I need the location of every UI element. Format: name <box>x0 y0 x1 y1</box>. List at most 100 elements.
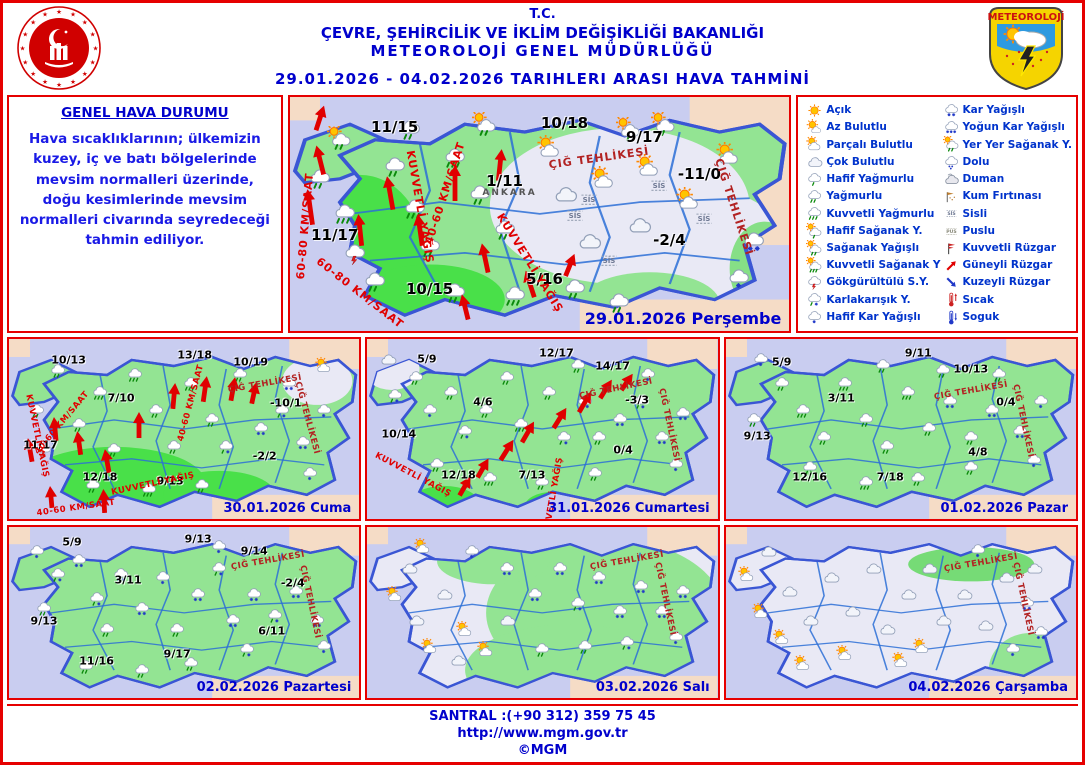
legend-label: Çok Bulutlu <box>826 155 895 168</box>
weather-icon-rain3 <box>402 196 428 222</box>
weather-icon-snow2 <box>252 420 270 438</box>
weather-icon-cloud <box>759 543 777 561</box>
weather-icon-suncloud <box>477 640 495 659</box>
hail-icon <box>943 154 960 171</box>
weather-icon-srain2 <box>471 109 498 138</box>
cold-icon <box>943 309 960 326</box>
map-date-label: 03.02.2026 Salı <box>595 680 710 696</box>
weather-icon-rain2 <box>606 290 632 316</box>
snow2-icon <box>943 102 960 119</box>
southerly-wind-arrow <box>476 242 494 274</box>
temperature-label: 9/14 <box>240 544 268 558</box>
svg-text:★: ★ <box>20 44 26 52</box>
general-weather-panel: GENEL HAVA DURUMU Hava sıcaklıklarının; … <box>7 95 283 333</box>
temperature-label: 12/18 <box>82 470 118 484</box>
weather-icon-mix <box>386 387 404 405</box>
weather-icon-rain2 <box>920 420 938 438</box>
temperature-label: -10/1 <box>269 396 302 410</box>
svg-text:★: ★ <box>82 70 88 78</box>
snow1-icon <box>806 309 823 326</box>
weather-icon-mix <box>49 566 67 584</box>
svg-text:★: ★ <box>93 44 99 52</box>
weather-icon-suncloud <box>591 165 617 192</box>
svg-text:★: ★ <box>42 11 48 19</box>
weather-icon-snow2 <box>674 583 692 601</box>
map-date-label: 01.02.2026 Pazar <box>940 500 1068 516</box>
temperature-label: 0/4 <box>996 395 1016 409</box>
weather-icon-mix <box>456 423 474 441</box>
legend-item: Hafif Sağanak Y. <box>806 222 940 240</box>
temperature-label: 10/14 <box>381 427 417 441</box>
svg-text:SİS: SİS <box>653 181 666 190</box>
legend-item: Kum Fırtınası <box>943 188 1073 205</box>
southerly-wind-arrow <box>44 485 58 509</box>
hot-icon <box>943 291 960 308</box>
turkey-map-graphic <box>9 338 360 519</box>
svg-text:METEOROLOJİ: METEOROLOJİ <box>987 9 1064 23</box>
weather-icon-suncloud <box>536 134 563 161</box>
svg-text:SİS: SİS <box>603 256 616 265</box>
weather-icon-snow1 <box>1032 393 1050 411</box>
temperature-label: 5/9 <box>62 535 82 549</box>
weather-icon-suncloud <box>892 651 910 670</box>
legend-item: SİS Sisli <box>943 205 1073 222</box>
legend-label: Az Bulutlu <box>826 121 887 134</box>
weather-icon-cloud <box>822 569 840 587</box>
southerly-wind-arrow <box>519 269 539 299</box>
weather-icon-rain2 <box>28 402 46 420</box>
weather-icon-suncloud <box>794 654 812 673</box>
rain1-icon <box>806 171 823 188</box>
forecast-map-friday: 10/13 13/18 10/19 7/10 -10/1 11/17 -2/2 12/18 9/… <box>7 336 362 521</box>
weather-icon-rain2 <box>815 429 833 447</box>
meteorology-badge: METEOROLOJİ <box>974 4 1078 92</box>
legend-item: Hafif Kar Yağışlı <box>806 309 940 326</box>
temperature-label: 12/16 <box>792 470 828 484</box>
weather-icon-snow1 <box>1025 452 1043 470</box>
weather-icon-rain2 <box>382 154 408 180</box>
weather-icon-rain2 <box>745 411 763 429</box>
weather-icon-rain2 <box>98 621 116 639</box>
temperature-label: 11/17 <box>23 438 58 452</box>
weather-icon-rain3 <box>512 416 530 434</box>
arrow-s-icon <box>943 257 960 274</box>
legend-label: Dolu <box>962 155 990 168</box>
weather-icon-rain2 <box>540 384 558 402</box>
temperature-label: 9/17 <box>626 127 663 146</box>
temperature-label: 11/17 <box>311 225 359 244</box>
storm-icon <box>806 274 823 291</box>
legend-item: PUS Puslu <box>943 223 1073 240</box>
southerly-wind-arrow <box>71 430 86 456</box>
weather-icon-srain1 <box>650 109 677 138</box>
legend-item: Çok Bulutlu <box>806 154 940 171</box>
weather-icon-rain2 <box>467 182 493 208</box>
weather-icon-rain2 <box>165 438 183 456</box>
svg-text:★: ★ <box>42 78 48 86</box>
weather-icon-snow2 <box>245 586 263 604</box>
weather-icon-snow1 <box>639 366 657 384</box>
arrow-n-icon <box>943 274 960 291</box>
weather-icon-rain2 <box>362 269 388 295</box>
weather-icon-mix <box>266 607 284 625</box>
temperature-label: 9/11 <box>904 346 932 360</box>
weather-icon-cloud <box>407 612 425 630</box>
weather-icon-rain2 <box>35 600 53 618</box>
southerly-wind-arrow <box>456 293 474 321</box>
weather-icon-rain2 <box>590 429 608 447</box>
legend-label: Kuvvetli Yağmurlu <box>826 207 935 220</box>
southerly-wind-arrow <box>549 404 572 431</box>
weather-icon-snow2 <box>294 434 312 452</box>
weather-icon-snow2 <box>611 603 629 621</box>
map-date-label: 30.01.2026 Cuma <box>223 500 352 516</box>
svg-text:★: ★ <box>70 78 76 86</box>
legend-label: Duman <box>962 173 1005 186</box>
weather-icon-snow2 <box>287 583 305 601</box>
weather-icon-snow2 <box>189 586 207 604</box>
weather-icon-rain2 <box>105 441 123 459</box>
windflag-icon <box>943 240 960 257</box>
weather-icon-cloud <box>435 586 453 604</box>
southerly-wind-arrow <box>472 456 493 481</box>
temperature-label: 5/9 <box>772 355 792 369</box>
srain2-icon <box>806 239 823 257</box>
forecast-map-thursday: SİS SİS SİS SİS SİS 11/15 10/18 9/17 1/11 -11/0 -2… <box>287 95 792 333</box>
